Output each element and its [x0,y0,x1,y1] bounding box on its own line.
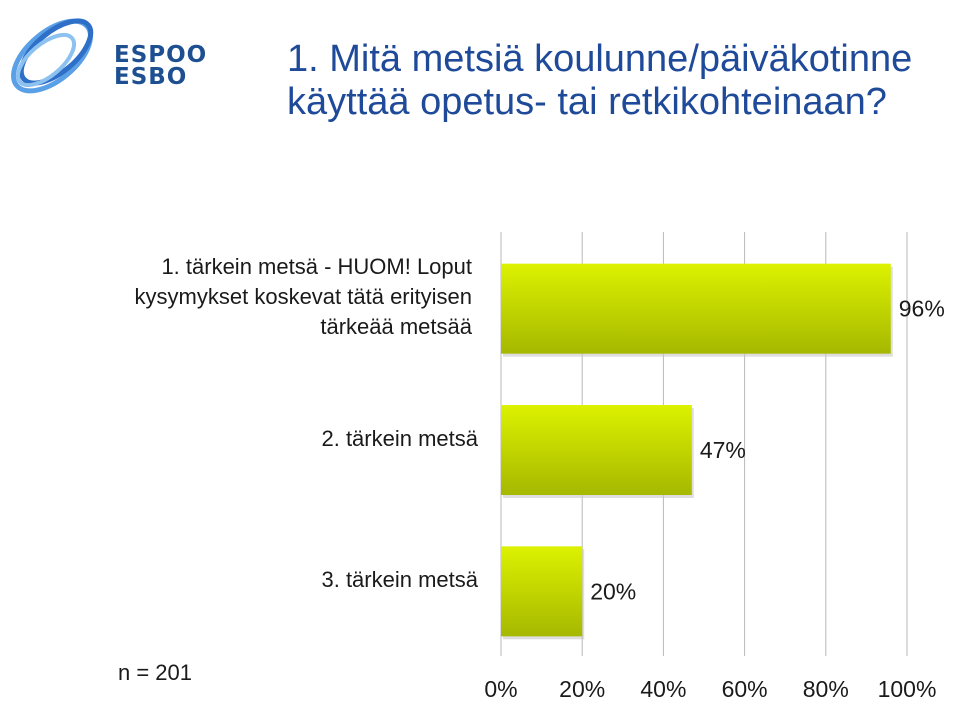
x-tick-label: 0% [484,676,517,702]
data-label: 20% [590,578,636,604]
category-label-2: 2. tärkein metsä [321,426,478,451]
x-tick-label: 40% [640,676,686,702]
x-tick-label: 80% [803,676,849,702]
data-label: 47% [700,437,746,463]
bar [501,263,891,354]
x-tick-label: 60% [722,676,768,702]
x-tick-label: 100% [878,676,937,702]
bar [501,405,692,495]
sample-size-label: n = 201 [118,660,193,685]
logo-text-esbo: ESBO [114,64,188,90]
category-label-1: 1. tärkein metsä - HUOM! Loput kysymykse… [134,254,472,339]
bar [501,546,583,637]
x-tick-label: 20% [559,676,605,702]
espoo-logo-icon [11,18,94,94]
logo-text-espoo: ESPOO [114,42,208,68]
data-label: 96% [899,296,945,322]
espoo-logo: ESPOO ESBO [0,0,230,110]
category-label-3: 3. tärkein metsä [321,567,478,592]
page-title: 1. Mitä metsiä koulunne/päiväkotinne käy… [287,38,913,123]
